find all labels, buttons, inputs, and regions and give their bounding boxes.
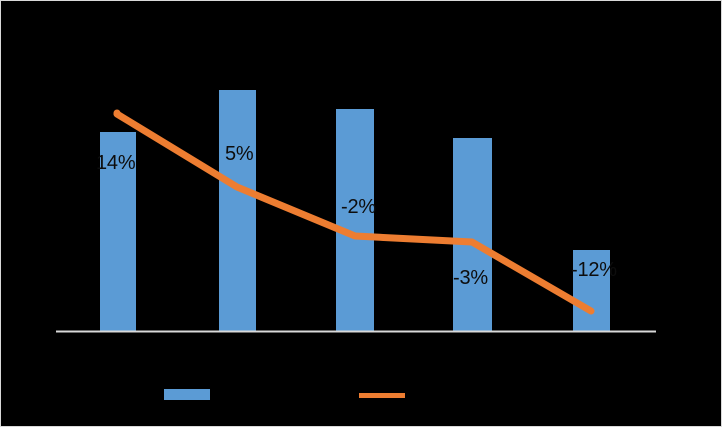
- legend-swatch-bar-series[interactable]: [164, 389, 210, 400]
- line-series: [113, 109, 595, 315]
- line-marker-1: [113, 109, 121, 117]
- bar-5[interactable]: [573, 250, 610, 331]
- trend-line[interactable]: [113, 110, 595, 315]
- data-label-bar-1: 14%: [96, 152, 136, 174]
- bar-series: [100, 90, 610, 331]
- data-label-bar-2: 5%: [225, 143, 254, 165]
- data-label-bar-4: -3%: [453, 267, 488, 289]
- bar-1[interactable]: [100, 132, 136, 331]
- bar-4[interactable]: [453, 138, 492, 331]
- data-label-bar-3: -2%: [341, 196, 376, 218]
- data-label-bar-5: -12%: [571, 259, 617, 281]
- bar-3[interactable]: [336, 109, 374, 331]
- legend-swatch-line-series[interactable]: [359, 393, 405, 398]
- bar-2[interactable]: [219, 90, 256, 331]
